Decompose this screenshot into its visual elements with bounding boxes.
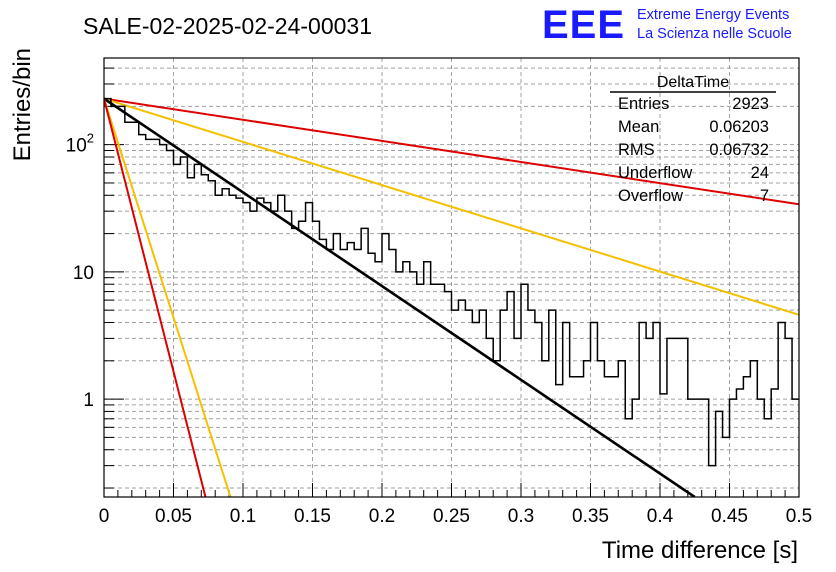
x-tick-label: 0.25 bbox=[433, 506, 470, 527]
x-tick-label: 0.05 bbox=[155, 506, 192, 527]
logo-line-2: La Scienza nelle Scuole bbox=[637, 26, 792, 42]
y-tick-label: 10 bbox=[73, 263, 94, 284]
x-tick-label: 0.45 bbox=[711, 506, 748, 527]
grid bbox=[104, 58, 799, 497]
y-axis-label: Entries/bin bbox=[9, 48, 36, 161]
fit-curves bbox=[104, 97, 799, 497]
stats-label: Underflow bbox=[618, 164, 692, 182]
x-tick-label: 0.15 bbox=[294, 506, 331, 527]
x-tick-label: 0.2 bbox=[369, 506, 395, 527]
stats-label: Overflow bbox=[618, 187, 683, 205]
x-tick-label: 0.3 bbox=[508, 506, 534, 527]
y-tick-label: 1 bbox=[83, 390, 94, 411]
stats-value: 0.06203 bbox=[709, 118, 769, 136]
plot-frame bbox=[103, 57, 800, 498]
x-tick-label: 0 bbox=[99, 506, 110, 527]
stats-value: 7 bbox=[760, 187, 769, 205]
stats-label: Entries bbox=[618, 95, 669, 113]
stats-title: DeltaTime bbox=[657, 74, 729, 91]
stats-box: DeltaTime Entries 2923 Mean 0.06203 RMS 0.067… bbox=[610, 74, 776, 205]
stats-label: RMS bbox=[618, 141, 655, 159]
red-fit-curve bbox=[104, 97, 799, 206]
stats-value: 0.06732 bbox=[709, 141, 769, 159]
eee-logo: EEE bbox=[542, 3, 625, 47]
x-tick-label: 0.4 bbox=[647, 506, 674, 527]
stats-value: 24 bbox=[751, 164, 769, 182]
logo-line-1: Extreme Energy Events bbox=[637, 7, 789, 23]
x-tick-label: 0.35 bbox=[572, 506, 609, 527]
x-tick-label: 0.1 bbox=[230, 506, 256, 527]
x-axis-label: Time difference [s] bbox=[602, 537, 798, 564]
yellow-fit-curve bbox=[104, 97, 799, 316]
tick-labels: 0 0.05 0.1 0.15 0.2 0.25 0.3 0.35 0.4 0.45 0.5 1 10 1… bbox=[66, 131, 813, 527]
stats-label: Mean bbox=[618, 118, 659, 136]
x-tick-label: 0.5 bbox=[786, 506, 812, 527]
histogram bbox=[104, 97, 799, 467]
run-title: SALE-02-2025-02-24-00031 bbox=[83, 13, 372, 39]
yellow-fit-curve bbox=[104, 98, 232, 497]
red-fit-curve bbox=[104, 98, 207, 497]
black-fit-curve bbox=[104, 97, 696, 497]
y-tick-label: 102 bbox=[66, 131, 94, 157]
histogram-outline bbox=[104, 97, 799, 467]
stats-value: 2923 bbox=[732, 95, 769, 113]
